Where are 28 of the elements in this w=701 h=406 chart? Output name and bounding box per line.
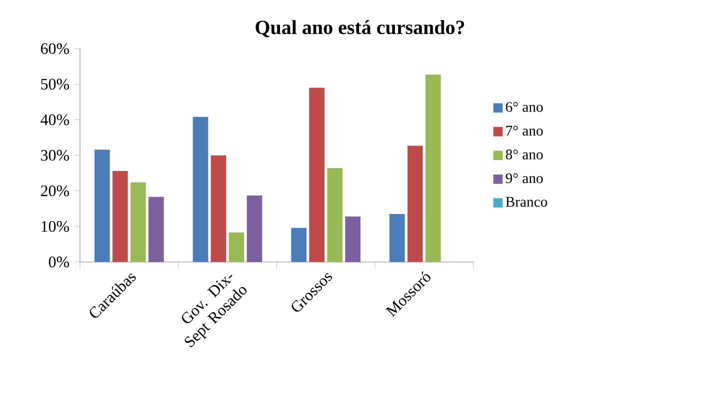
bar (309, 88, 324, 262)
bar (425, 74, 441, 262)
bar (327, 168, 342, 262)
legend-label: 8° ano (506, 150, 543, 160)
legend-label: Branco (506, 197, 548, 207)
y-tick-label: 20% (40, 185, 70, 196)
bar (148, 196, 164, 262)
bar (112, 170, 128, 262)
bar (130, 182, 146, 262)
y-tick-label: 60% (40, 43, 70, 54)
bar (192, 116, 208, 262)
bar (94, 150, 110, 262)
legend-label: 7° ano (506, 126, 543, 136)
bar (291, 228, 306, 262)
bar (246, 196, 262, 262)
y-tick-label: 0% (48, 256, 70, 268)
bar (210, 155, 226, 262)
legend-label: 9° ano (506, 173, 543, 184)
y-tick-label: 50% (41, 78, 70, 90)
bar (389, 214, 405, 262)
y-tick-label: 10% (42, 221, 70, 232)
bar (407, 146, 423, 262)
y-tick-label: 30% (41, 150, 70, 161)
chart-title: Qual ano está cursando? (256, 20, 464, 38)
bar (228, 232, 244, 262)
bar (345, 216, 360, 262)
legend-label: 6° ano (506, 102, 543, 112)
y-tick-label: 40% (40, 114, 70, 126)
